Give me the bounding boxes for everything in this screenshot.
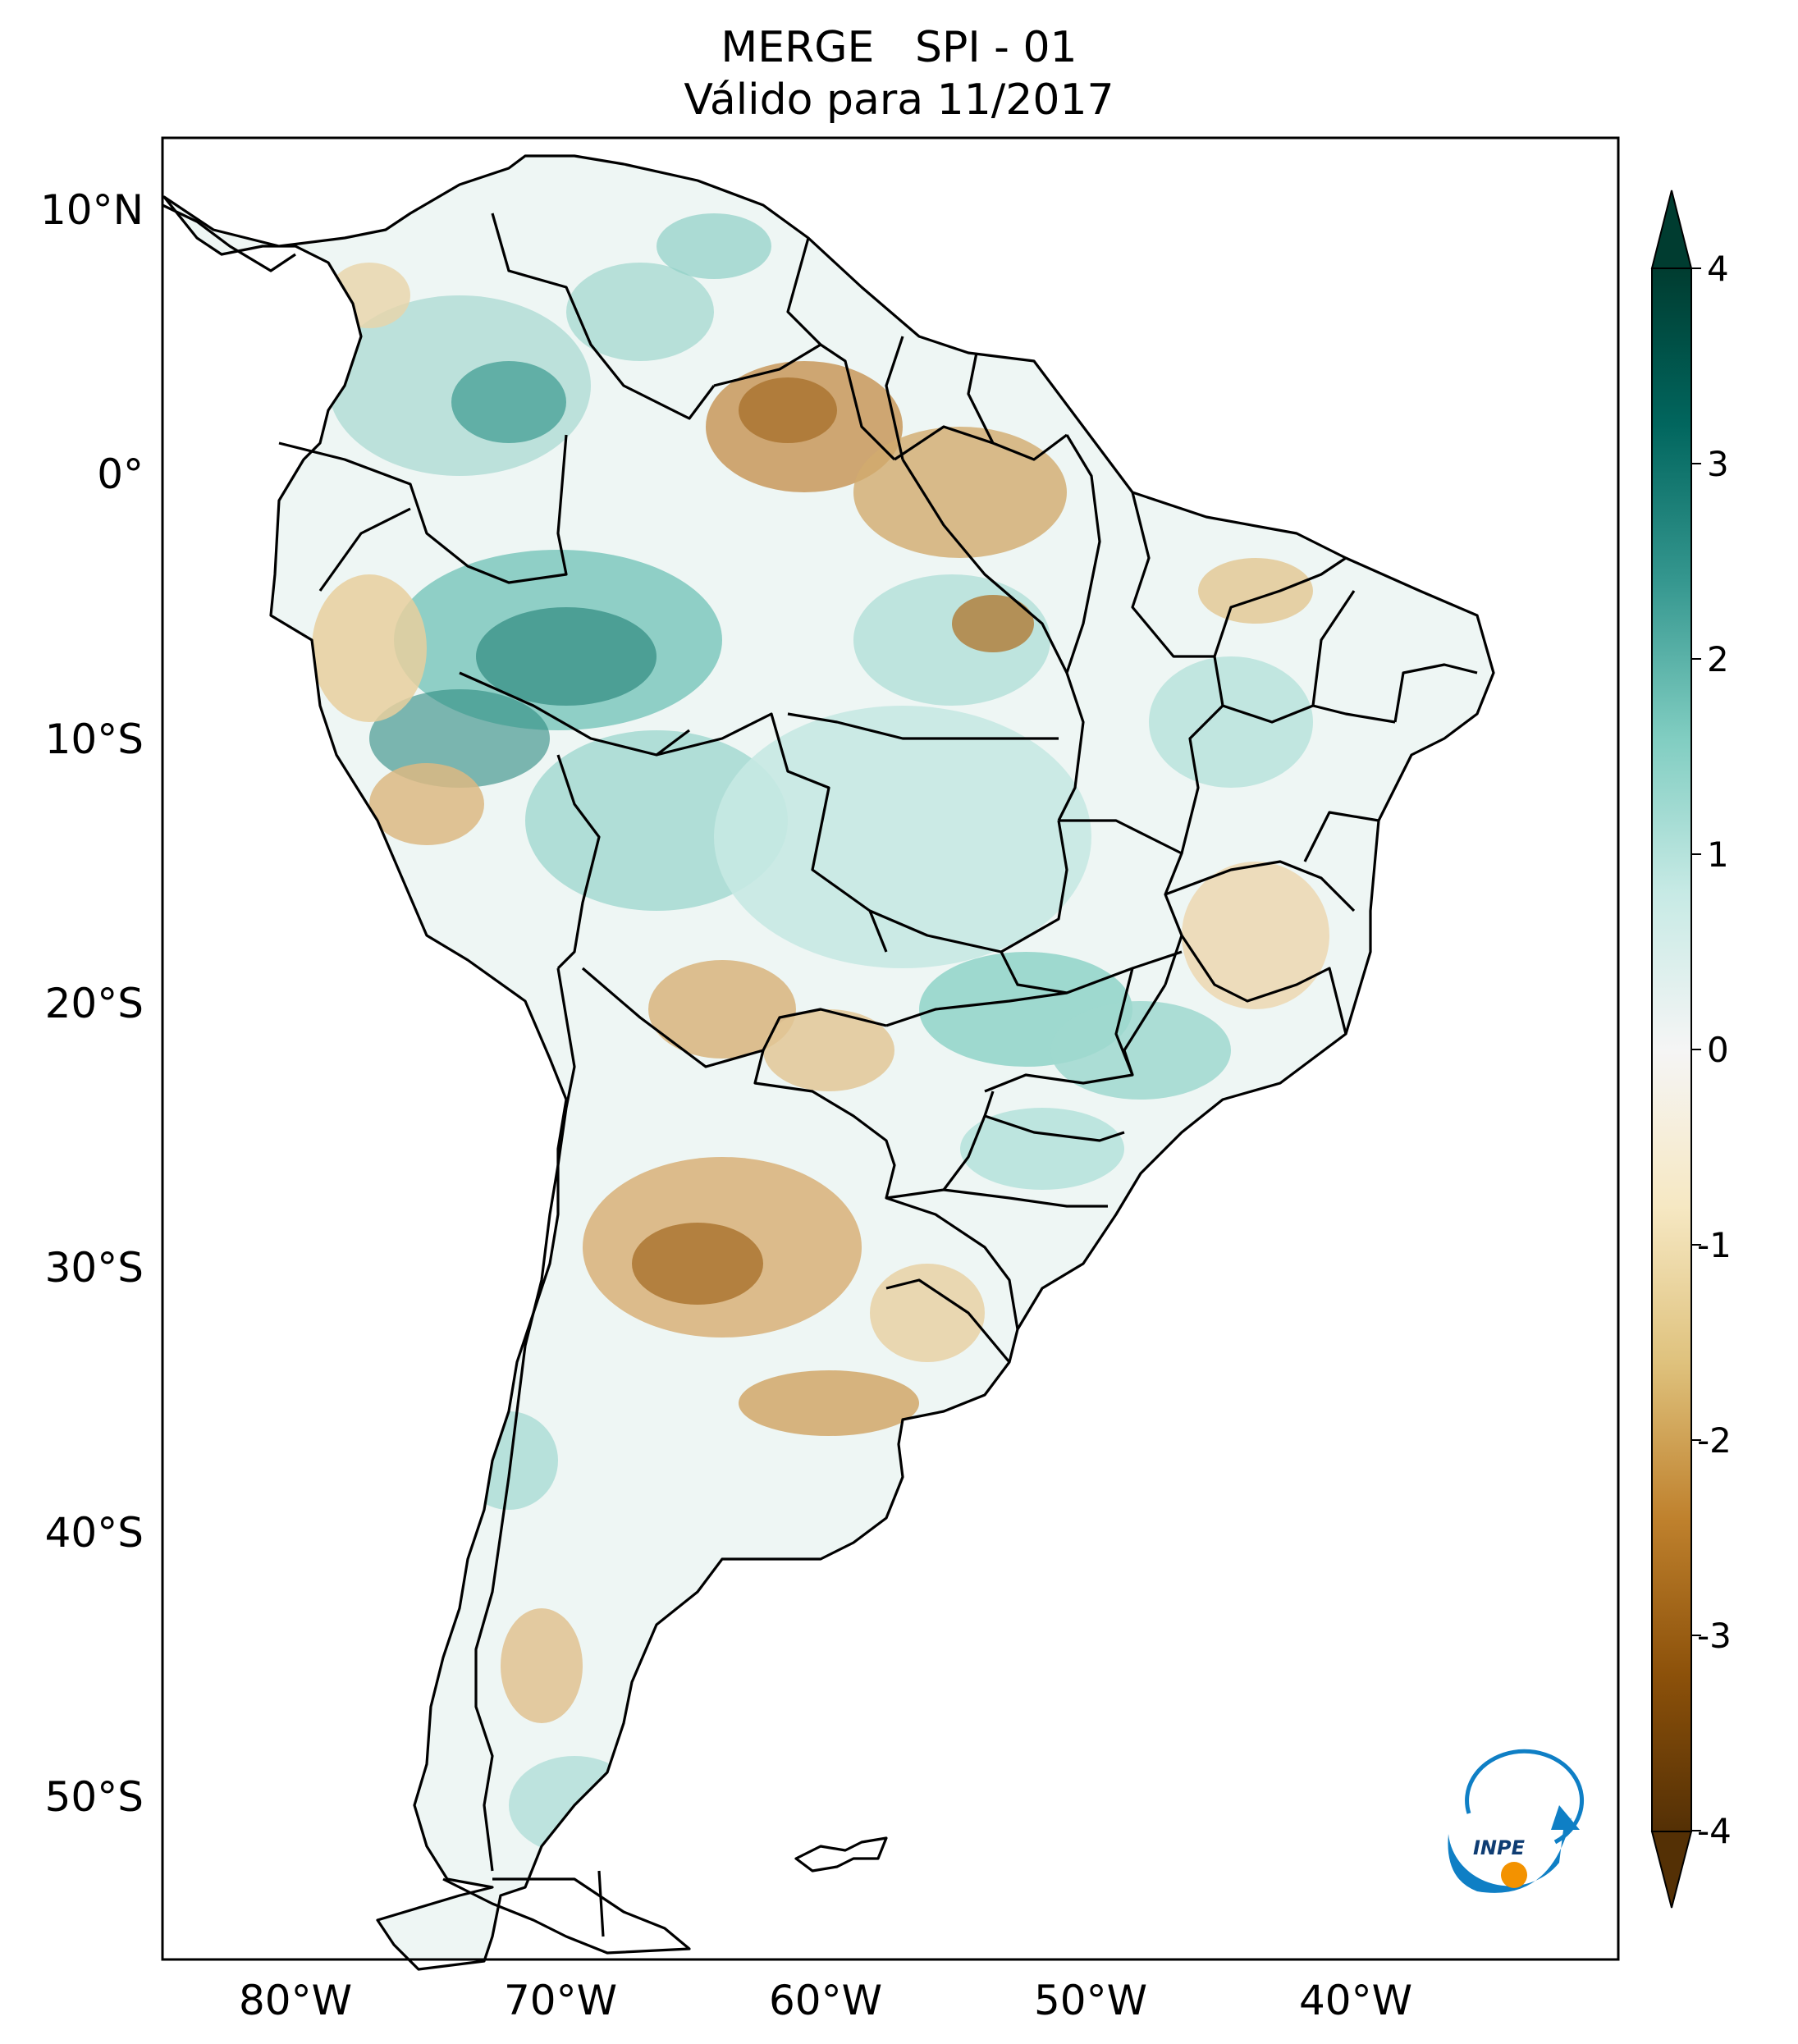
colorbar: 4 3 2 1 0 -1 -2 -3 -4: [1650, 190, 1732, 1909]
colorbar-tick-label: 1: [1707, 835, 1729, 875]
lon-label: 50°W: [1034, 1977, 1147, 2024]
colorbar-tick-label: -4: [1697, 1811, 1732, 1851]
lat-label: 30°S: [45, 1244, 144, 1292]
lat-label: 0°: [97, 450, 144, 498]
colorbar-tick-label: 2: [1707, 639, 1729, 679]
map-subtitle: Válido para 11/2017: [684, 75, 1114, 125]
colorbar-tick-label: -2: [1697, 1420, 1732, 1461]
colorbar-tick-label: 3: [1707, 444, 1729, 484]
colorbar-tick-label: -1: [1697, 1225, 1732, 1265]
map-title: MERGE SPI - 01: [721, 23, 1077, 72]
inpe-logo-text: INPE: [1473, 1836, 1526, 1859]
lat-label: 10°N: [40, 186, 144, 234]
inpe-logo: INPE: [1448, 1749, 1585, 1893]
colorbar-tick-label: 0: [1707, 1030, 1729, 1070]
lat-label: 20°S: [45, 980, 144, 1027]
lon-label: 60°W: [769, 1977, 882, 2024]
map-frame: [161, 136, 1620, 1961]
country-borders: [162, 154, 1495, 1971]
lon-label: 40°W: [1299, 1977, 1412, 2024]
latitude-labels: 10°N 0° 10°S 20°S 30°S 40°S 50°S: [40, 186, 144, 1821]
lat-label: 10°S: [45, 716, 144, 763]
colorbar-tick-label: -3: [1697, 1616, 1732, 1656]
lon-label: 70°W: [504, 1977, 617, 2024]
colorbar-tick-label: 4: [1707, 249, 1729, 289]
lat-label: 50°S: [45, 1773, 144, 1821]
lon-label: 80°W: [239, 1977, 352, 2024]
longitude-labels: 80°W 70°W 60°W 50°W 40°W: [239, 1977, 1412, 2024]
lat-label: 40°S: [45, 1509, 144, 1557]
